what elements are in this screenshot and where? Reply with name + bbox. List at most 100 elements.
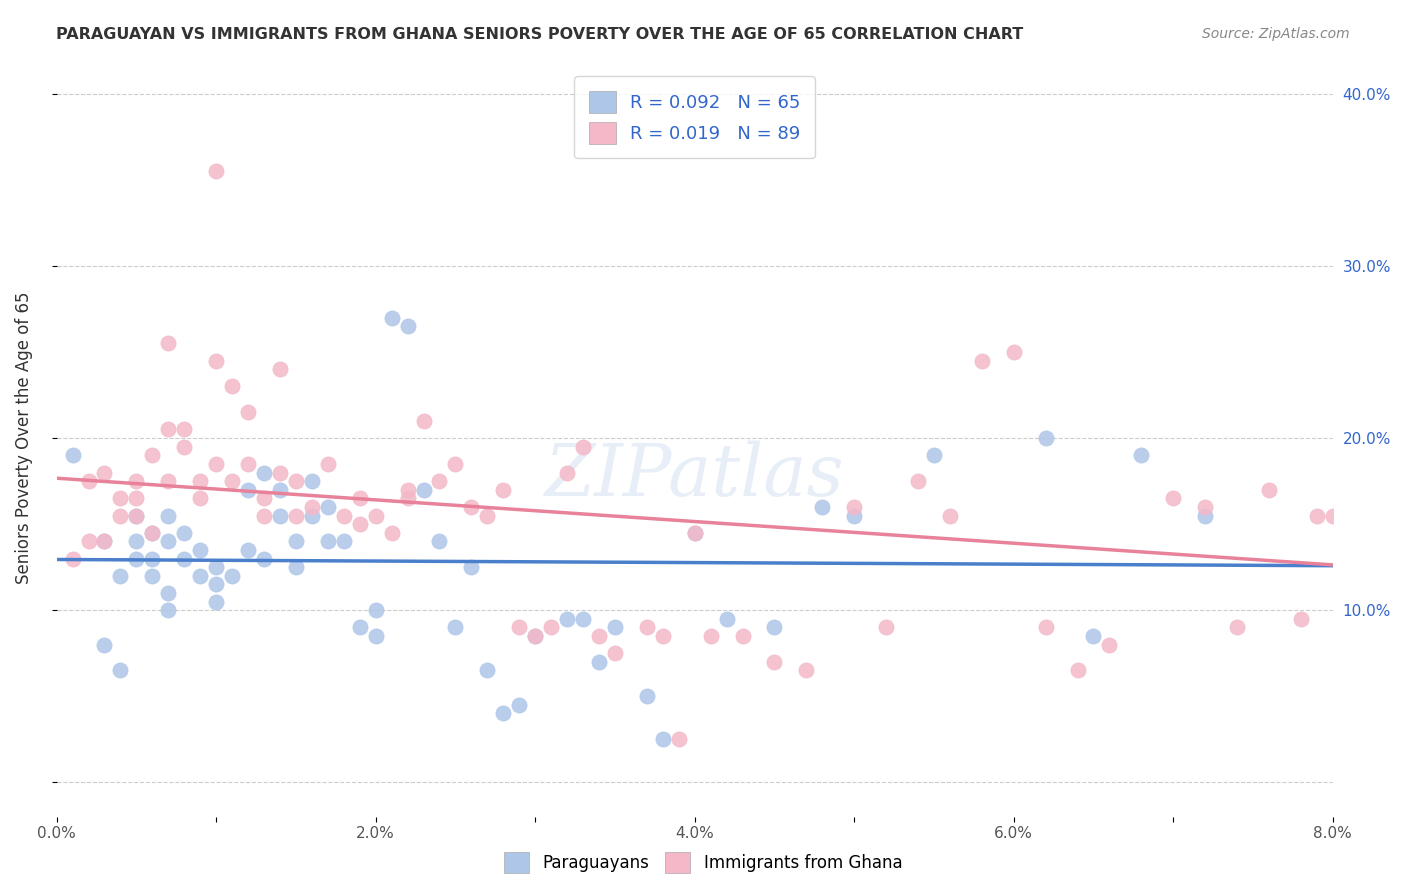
Point [93, 534, 115, 549]
Point [284, 474, 307, 488]
Point [141, 568, 163, 582]
Point [125, 474, 148, 488]
Point [1385, 491, 1406, 506]
Point [763, 620, 786, 634]
Point [125, 551, 148, 566]
Point [93, 466, 115, 480]
Point [651, 629, 673, 643]
Point [110, 664, 132, 678]
Point [349, 491, 371, 506]
Point [429, 474, 451, 488]
Legend: R = 0.092   N = 65, R = 0.019   N = 89: R = 0.092 N = 65, R = 0.019 N = 89 [574, 76, 815, 158]
Point [205, 577, 228, 591]
Point [253, 491, 276, 506]
Point [349, 620, 371, 634]
Point [253, 466, 276, 480]
Point [157, 336, 180, 351]
Y-axis label: Seniors Poverty Over the Age of 65: Seniors Poverty Over the Age of 65 [15, 292, 32, 584]
Point [77, 474, 100, 488]
Point [125, 508, 148, 523]
Point [125, 508, 148, 523]
Point [796, 664, 818, 678]
Point [668, 732, 690, 747]
Point [173, 440, 195, 454]
Point [636, 689, 658, 703]
Point [157, 474, 180, 488]
Point [157, 422, 180, 436]
Point [555, 466, 578, 480]
Point [555, 612, 578, 626]
Point [157, 603, 180, 617]
Point [396, 491, 419, 506]
Point [205, 164, 228, 178]
Point [683, 525, 706, 540]
Point [1258, 483, 1281, 497]
Point [477, 664, 499, 678]
Point [173, 525, 195, 540]
Point [62, 551, 84, 566]
Point [1161, 491, 1184, 506]
Point [492, 483, 515, 497]
Point [1289, 612, 1312, 626]
Point [125, 534, 148, 549]
Point [62, 448, 84, 462]
Point [110, 508, 132, 523]
Point [93, 638, 115, 652]
Point [492, 706, 515, 721]
Point [540, 620, 562, 634]
Point [1354, 508, 1376, 523]
Point [205, 353, 228, 368]
Point [875, 620, 897, 634]
Point [1194, 500, 1216, 514]
Point [572, 440, 595, 454]
Point [1226, 620, 1249, 634]
Point [221, 474, 243, 488]
Point [396, 483, 419, 497]
Point [301, 500, 323, 514]
Point [939, 508, 962, 523]
Point [970, 353, 993, 368]
Point [1083, 629, 1105, 643]
Point [1035, 431, 1057, 445]
Point [301, 508, 323, 523]
Point [1402, 612, 1406, 626]
Point [364, 508, 387, 523]
Point [588, 655, 610, 669]
Point [412, 483, 434, 497]
Point [236, 483, 259, 497]
Point [1130, 448, 1153, 462]
Point [332, 508, 354, 523]
Point [173, 422, 195, 436]
Point [188, 543, 211, 558]
Point [269, 483, 291, 497]
Point [236, 405, 259, 419]
Point [188, 491, 211, 506]
Point [1322, 508, 1344, 523]
Point [683, 525, 706, 540]
Point [477, 508, 499, 523]
Point [731, 629, 754, 643]
Point [141, 448, 163, 462]
Point [460, 560, 482, 574]
Text: Source: ZipAtlas.com: Source: ZipAtlas.com [1202, 27, 1350, 41]
Point [316, 534, 339, 549]
Point [381, 310, 404, 325]
Point [603, 646, 626, 660]
Point [364, 629, 387, 643]
Text: ZIPatlas: ZIPatlas [546, 441, 845, 511]
Point [221, 379, 243, 393]
Point [844, 508, 866, 523]
Point [236, 457, 259, 471]
Point [429, 534, 451, 549]
Point [1306, 508, 1329, 523]
Point [1337, 500, 1360, 514]
Point [444, 620, 467, 634]
Point [141, 551, 163, 566]
Point [1369, 508, 1392, 523]
Point [284, 534, 307, 549]
Point [603, 620, 626, 634]
Point [110, 568, 132, 582]
Point [412, 414, 434, 428]
Point [188, 568, 211, 582]
Point [1194, 508, 1216, 523]
